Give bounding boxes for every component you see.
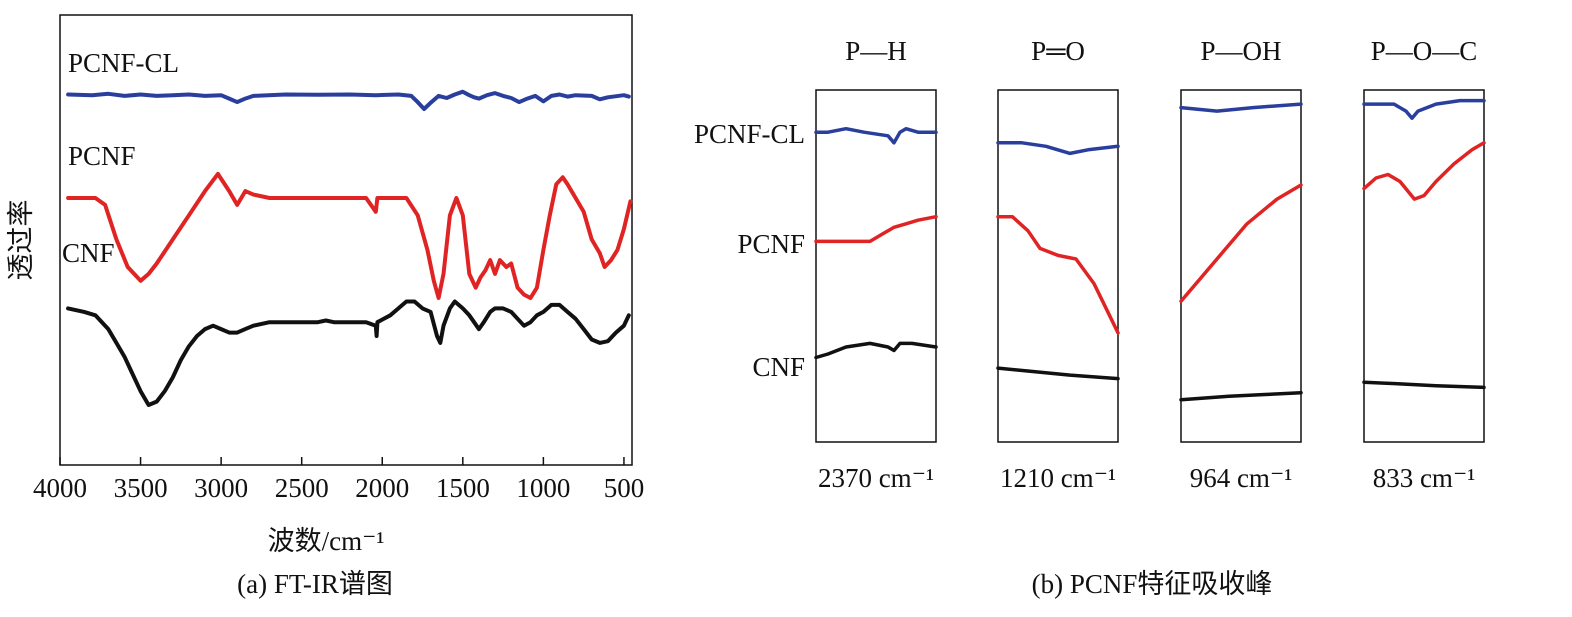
wavenumber-label: 2370 cm⁻¹: [818, 463, 934, 493]
subpanel-2: P═O 1210 cm⁻¹: [996, 36, 1120, 493]
panel-a-series-labels: PCNF-CL PCNF CNF: [62, 48, 179, 268]
series-line-pcnf-cl: [996, 141, 1120, 156]
series-line-pcnf: [66, 171, 633, 300]
bond-label: P—H: [845, 36, 907, 66]
series-line-pcnf-cl: [1179, 102, 1303, 113]
subpanel-frame: [1363, 89, 1485, 443]
series-line-pcnf-cl: [814, 126, 938, 145]
subpanel-frame: [997, 89, 1119, 443]
series-line-cnf: [996, 366, 1120, 381]
series-line-cnf: [1362, 380, 1486, 390]
subpanel-frame: [1180, 89, 1302, 443]
x-tick-label-2000: 2000: [355, 473, 409, 503]
subpanel-1: P—H 2370 cm⁻¹: [814, 36, 938, 493]
panel-a-caption: (a) FT-IR谱图: [237, 569, 393, 599]
x-tick-label-500: 500: [604, 473, 645, 503]
series-line-pcnf: [1179, 183, 1303, 303]
panel-a-frame: [59, 14, 633, 466]
x-tick-label-2500: 2500: [275, 473, 329, 503]
subpanel-4: P—O—C 833 cm⁻¹: [1362, 36, 1486, 493]
x-tick-label-1000: 1000: [516, 473, 570, 503]
wavenumber-label: 1210 cm⁻¹: [1000, 463, 1116, 493]
panel-b-row-labels: PCNF-CL PCNF CNF: [694, 119, 805, 382]
series-line-pcnf: [814, 214, 938, 244]
panel-a-y-axis-label: 透过率: [6, 200, 36, 281]
bond-label: P—O—C: [1371, 36, 1478, 66]
subpanel-3: P—OH 964 cm⁻¹: [1179, 36, 1303, 493]
series-line-pcnf-cl: [1362, 98, 1486, 120]
wavenumber-label: 833 cm⁻¹: [1373, 463, 1476, 493]
bond-label: P═O: [1031, 36, 1085, 66]
series-line-pcnf: [996, 214, 1120, 335]
subpanel-frame: [815, 89, 937, 443]
panel-a-ftir-chart: 4000 3500 3000 2500 2000 1500 1000 500 PCNF-CLP…: [6, 14, 644, 599]
series-line-cnf: [66, 299, 631, 407]
panel-a-x-ticks: 4000 3500 3000 2500 2000 1500 1000 500: [33, 457, 644, 503]
x-tick-label-3000: 3000: [194, 473, 248, 503]
row-label-cnf: CNF: [752, 352, 805, 382]
panel-a-series: [66, 89, 633, 407]
series-label-cnf: CNF: [62, 238, 115, 268]
series-label-pcnf-cl: PCNF-CL: [68, 48, 179, 78]
row-label-pcnf-cl: PCNF-CL: [694, 119, 805, 149]
panel-b-caption: (b) PCNF特征吸收峰: [1032, 569, 1273, 599]
panel-a-x-axis-label: 波数/cm⁻¹: [268, 526, 385, 556]
series-line-pcnf-cl: [66, 89, 631, 111]
series-line-cnf: [1179, 390, 1303, 402]
series-line-cnf: [814, 341, 938, 360]
x-tick-label-4000: 4000: [33, 473, 87, 503]
panel-b-subpanels: P—H 2370 cm⁻¹ P═O 1210 cm⁻¹ P—OH 964 cm⁻¹ P—O—…: [814, 36, 1486, 493]
x-tick-label-1500: 1500: [436, 473, 490, 503]
wavenumber-label: 964 cm⁻¹: [1190, 463, 1293, 493]
x-tick-label-3500: 3500: [114, 473, 168, 503]
series-label-pcnf: PCNF: [68, 141, 136, 171]
bond-label: P—OH: [1200, 36, 1281, 66]
row-label-pcnf: PCNF: [737, 229, 805, 259]
series-line-pcnf: [1362, 141, 1486, 201]
